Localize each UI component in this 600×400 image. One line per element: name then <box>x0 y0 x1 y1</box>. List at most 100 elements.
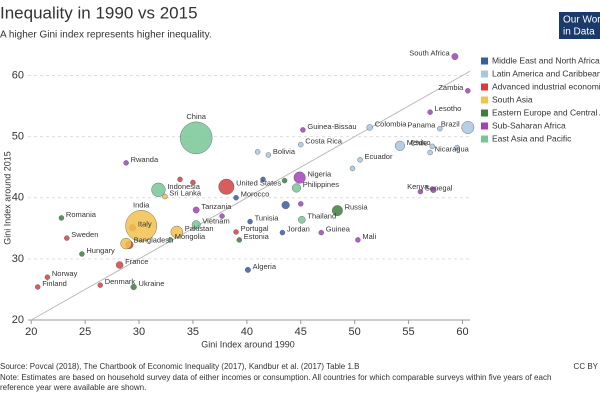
license: CC BY <box>574 362 599 371</box>
point-label: Guinea <box>326 225 351 234</box>
point-label: Kenya <box>407 182 429 191</box>
legend-label[interactable]: Eastern Europe and Central Asia <box>492 107 600 117</box>
chart-title: Inequality in 1990 vs 2015 <box>0 3 198 22</box>
point <box>64 235 70 241</box>
point-label: Romania <box>66 210 97 219</box>
point <box>281 201 290 210</box>
point-label: Bangladesh <box>134 236 174 245</box>
point <box>293 171 306 184</box>
point-label: Italy <box>138 220 152 229</box>
point-label: Rwanda <box>131 155 159 164</box>
legend-label[interactable]: Latin America and Caribbean <box>492 68 600 78</box>
point-label: Panama <box>407 121 436 130</box>
point-label: Morocco <box>241 190 270 199</box>
point <box>130 283 137 291</box>
point <box>218 178 235 195</box>
point <box>298 201 304 207</box>
y-tick-label: 30 <box>12 253 24 265</box>
point-label: Colombia <box>375 119 408 128</box>
point <box>179 121 213 155</box>
legend-label[interactable]: Advanced industrial economies <box>492 81 600 91</box>
legend-swatch[interactable] <box>481 109 488 117</box>
point-label: Norway <box>52 269 78 278</box>
point <box>331 205 343 216</box>
x-tick-label: 55 <box>402 326 414 338</box>
point-label: Nicaragua <box>435 145 470 154</box>
point-label: Jordan <box>287 225 310 234</box>
labels: MoroccoTunisiaJordanAlgeriaBrazilPanamaC… <box>42 49 469 288</box>
point <box>318 229 324 236</box>
point <box>191 220 201 229</box>
point-label: Bolivia <box>273 147 296 156</box>
x-tick-label: 30 <box>133 326 145 338</box>
point <box>357 157 363 163</box>
point <box>427 109 433 115</box>
point <box>254 149 261 155</box>
legend-swatch[interactable] <box>481 122 488 130</box>
legend-label[interactable]: Sub-Saharan Africa <box>492 120 566 130</box>
y-axis-label: Gini Index around 2015 <box>2 151 12 245</box>
point-label: Algeria <box>253 262 277 271</box>
chart-subtitle: A higher Gini index represents higher in… <box>0 30 212 41</box>
point <box>151 182 166 197</box>
point-label: Senegal <box>425 184 453 193</box>
point <box>162 193 168 200</box>
point <box>427 149 433 156</box>
legend-swatch[interactable] <box>481 96 488 104</box>
point-label: Mali <box>362 232 376 241</box>
note: Note: Estimates are based on household s… <box>0 373 551 382</box>
point-label: Portugal <box>241 224 269 233</box>
legend-swatch[interactable] <box>481 135 488 143</box>
x-axis-label: Gini Index around 1990 <box>201 339 295 349</box>
point-label: Philippines <box>303 180 340 189</box>
point <box>437 125 443 132</box>
point <box>233 195 239 201</box>
point <box>219 213 225 219</box>
point-label: Nigeria <box>307 170 332 179</box>
point <box>300 127 306 133</box>
point-label: Ukraine <box>139 279 165 288</box>
point <box>349 165 356 172</box>
point-label: Mexico <box>407 138 431 147</box>
point-label: Hungary <box>86 246 115 255</box>
point <box>44 274 51 280</box>
point-label: Sweden <box>71 230 98 239</box>
source: Source: Povcal (2018), The Chartbook of … <box>0 362 359 371</box>
point <box>247 218 253 225</box>
y-tick-label: 50 <box>12 131 24 143</box>
point-label: China <box>186 112 206 121</box>
point-label: Indonesia <box>167 182 200 191</box>
legend-label[interactable]: Middle East and North Africa <box>492 55 600 65</box>
x-tick-label: 50 <box>349 326 361 338</box>
legend-swatch[interactable] <box>481 70 488 78</box>
point <box>429 143 435 150</box>
point <box>461 121 475 134</box>
point <box>355 237 361 243</box>
logo-text: in Data <box>563 27 595 38</box>
logo <box>559 12 600 39</box>
point-label: Denmark <box>105 277 136 286</box>
legend-label[interactable]: South Asia <box>492 94 533 104</box>
x-tick-label: 45 <box>295 326 307 338</box>
point <box>170 225 183 239</box>
point <box>394 140 405 151</box>
legend-swatch[interactable] <box>481 83 488 91</box>
point-label: Finland <box>42 279 67 288</box>
y-tick-label: 60 <box>12 69 24 81</box>
point-label: Russia <box>345 203 369 212</box>
legend-swatch[interactable] <box>481 57 488 65</box>
point <box>35 284 41 290</box>
point <box>281 177 288 184</box>
point <box>417 188 424 195</box>
point-label: Brazil <box>441 119 460 128</box>
point <box>265 152 272 158</box>
point <box>177 176 183 183</box>
point <box>123 160 129 166</box>
legend-label[interactable]: East Asia and Pacific <box>492 133 572 143</box>
point <box>291 183 301 193</box>
point <box>236 237 242 243</box>
point-label: United States <box>236 179 281 188</box>
point <box>125 210 157 242</box>
point <box>298 215 306 224</box>
